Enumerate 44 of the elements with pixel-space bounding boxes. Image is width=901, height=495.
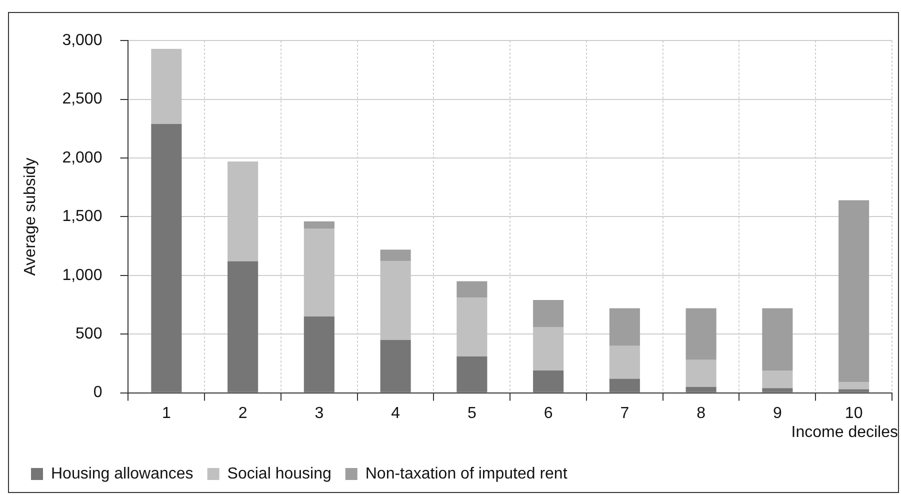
x-tick-label: 5: [467, 404, 476, 422]
bar: [304, 316, 334, 392]
y-axis-title: Average subsidy: [22, 158, 40, 276]
bar: [762, 388, 793, 392]
bar: [762, 370, 793, 388]
bar: [762, 308, 793, 370]
bar: [609, 346, 640, 379]
y-tick-label: 0: [93, 384, 102, 402]
bar: [838, 200, 870, 382]
bar: [838, 382, 870, 390]
bar: [380, 250, 411, 262]
bar: [228, 261, 258, 392]
bar: [686, 308, 716, 360]
x-tick-label: 1: [162, 404, 171, 422]
bar: [533, 370, 564, 392]
y-tick-label: 2,000: [62, 149, 102, 166]
y-tick-label: 1,500: [62, 208, 102, 226]
bar: [151, 124, 182, 392]
legend-label: Non-taxation of imputed rent: [365, 465, 568, 482]
x-tick-label: 9: [772, 404, 782, 422]
x-axis-title: Income deciles: [791, 424, 898, 442]
x-tick-label: 7: [620, 404, 630, 422]
y-tick-label: 1,000: [62, 266, 102, 284]
y-tick-label: 3,000: [62, 32, 102, 50]
bar: [838, 389, 870, 392]
bar: [456, 356, 488, 392]
legend-label: Social housing: [227, 465, 332, 482]
bar: [456, 281, 488, 298]
bar: [686, 360, 716, 387]
x-tick-label: 6: [544, 404, 553, 422]
bar: [686, 386, 716, 392]
bar: [609, 308, 640, 346]
y-tick-label: 500: [76, 326, 102, 343]
legend-label: Housing allowances: [51, 465, 194, 482]
bar: [304, 221, 334, 228]
x-tick-label: 4: [391, 404, 400, 422]
bar: [609, 378, 640, 392]
y-tick-label: 2,500: [62, 90, 102, 108]
x-tick-label: 3: [314, 404, 324, 422]
bar: [533, 300, 564, 328]
bar: [380, 340, 411, 392]
x-tick-label: 8: [696, 404, 706, 422]
x-tick-label: 2: [238, 404, 248, 422]
x-tick-label: 10: [844, 404, 863, 422]
